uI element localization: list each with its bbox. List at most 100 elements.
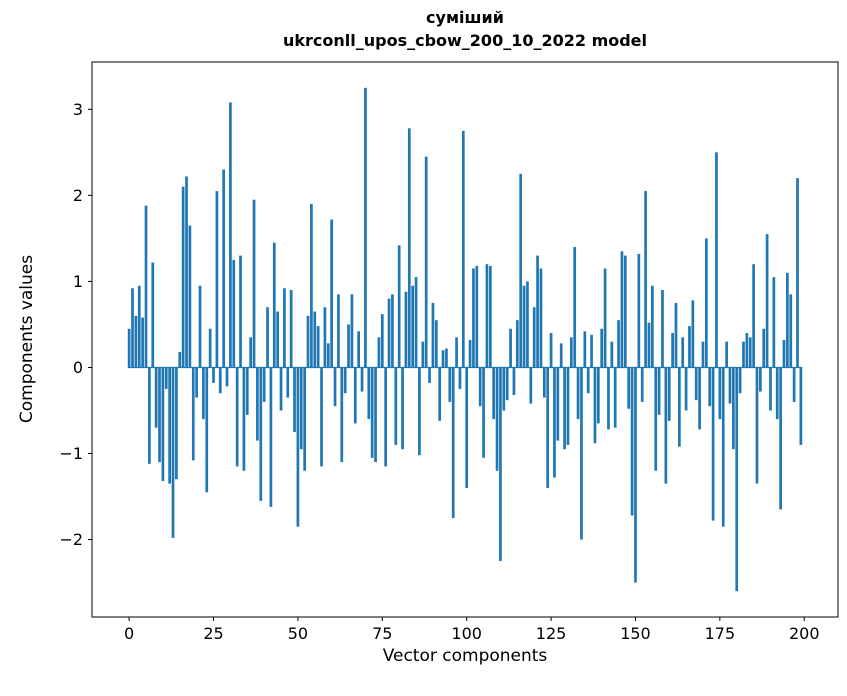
bar xyxy=(401,367,404,450)
bar xyxy=(549,333,553,368)
bar xyxy=(249,337,252,368)
bar xyxy=(364,87,367,368)
bar xyxy=(195,367,198,398)
bar xyxy=(205,367,209,493)
x-tick-label: 25 xyxy=(203,624,223,643)
bar xyxy=(330,219,334,368)
bar xyxy=(519,173,523,368)
bar xyxy=(559,343,563,368)
bar xyxy=(391,294,394,368)
y-axis-ticks: −2 −1 0 1 2 3 xyxy=(59,100,92,549)
bar xyxy=(661,290,664,368)
bar xyxy=(411,285,415,368)
bar xyxy=(377,337,381,368)
bar xyxy=(296,367,300,527)
bar xyxy=(455,337,458,368)
bar xyxy=(563,367,566,450)
bar xyxy=(374,367,377,463)
bar xyxy=(546,367,550,488)
bar xyxy=(306,315,310,368)
bar xyxy=(613,367,617,428)
bar xyxy=(607,367,610,430)
bar xyxy=(644,191,647,368)
bar xyxy=(718,367,722,420)
bar xyxy=(191,367,195,461)
bar xyxy=(596,367,600,424)
bar xyxy=(131,288,134,368)
bar xyxy=(678,367,681,447)
bar xyxy=(313,311,317,368)
bar xyxy=(657,367,661,415)
bar xyxy=(617,320,620,368)
x-tick-label: 100 xyxy=(451,624,482,643)
bar xyxy=(289,290,293,368)
bar xyxy=(245,367,249,415)
bar xyxy=(495,367,499,471)
bar xyxy=(218,367,222,394)
bar xyxy=(178,351,182,368)
bar xyxy=(553,367,556,478)
bar xyxy=(404,291,408,368)
bar xyxy=(630,367,634,516)
bar xyxy=(667,367,671,421)
bar xyxy=(262,367,266,402)
bar xyxy=(715,152,718,368)
bar xyxy=(340,367,344,463)
bar xyxy=(235,367,239,467)
bar xyxy=(434,320,438,368)
bar xyxy=(728,367,732,404)
bar xyxy=(762,328,766,368)
bar xyxy=(266,307,269,368)
x-tick-label: 0 xyxy=(124,624,134,643)
bar xyxy=(350,294,354,368)
x-tick-label: 200 xyxy=(789,624,820,643)
bar xyxy=(681,337,685,368)
bar xyxy=(242,367,246,471)
bar xyxy=(634,367,637,583)
bar xyxy=(799,367,803,445)
bar xyxy=(725,341,728,368)
bar xyxy=(256,367,259,441)
bar xyxy=(384,367,388,467)
bar xyxy=(252,199,256,368)
bar xyxy=(276,311,280,368)
bar xyxy=(154,367,158,428)
x-axis-ticks: 0 25 50 75 100 125 150 175 200 xyxy=(124,617,820,643)
bar xyxy=(387,298,391,368)
bar xyxy=(320,367,323,467)
bar xyxy=(539,268,543,368)
bar xyxy=(424,156,428,368)
bar xyxy=(414,277,418,368)
bar xyxy=(502,367,506,411)
bar xyxy=(229,102,232,368)
bar xyxy=(347,324,350,368)
bar xyxy=(175,367,178,480)
bar xyxy=(748,337,752,368)
bar xyxy=(421,341,425,368)
axes-spines xyxy=(91,61,839,618)
bar xyxy=(215,191,219,368)
bar xyxy=(735,367,739,592)
bar xyxy=(198,285,202,368)
bar xyxy=(283,288,286,368)
bar xyxy=(303,367,307,471)
bar xyxy=(148,367,151,464)
bar xyxy=(482,367,485,458)
bar xyxy=(445,348,448,368)
bar xyxy=(360,367,364,392)
bar xyxy=(448,367,452,402)
bar xyxy=(566,367,570,445)
bar xyxy=(694,367,698,401)
bar xyxy=(742,341,745,368)
bar xyxy=(158,367,161,463)
bar xyxy=(759,367,762,392)
bar xyxy=(451,367,455,519)
bar xyxy=(465,367,469,488)
bar xyxy=(326,343,330,368)
bar xyxy=(671,333,674,368)
bar xyxy=(674,302,678,368)
bar xyxy=(461,130,465,368)
bar xyxy=(786,272,789,368)
bar xyxy=(185,176,188,368)
bar xyxy=(650,285,654,368)
